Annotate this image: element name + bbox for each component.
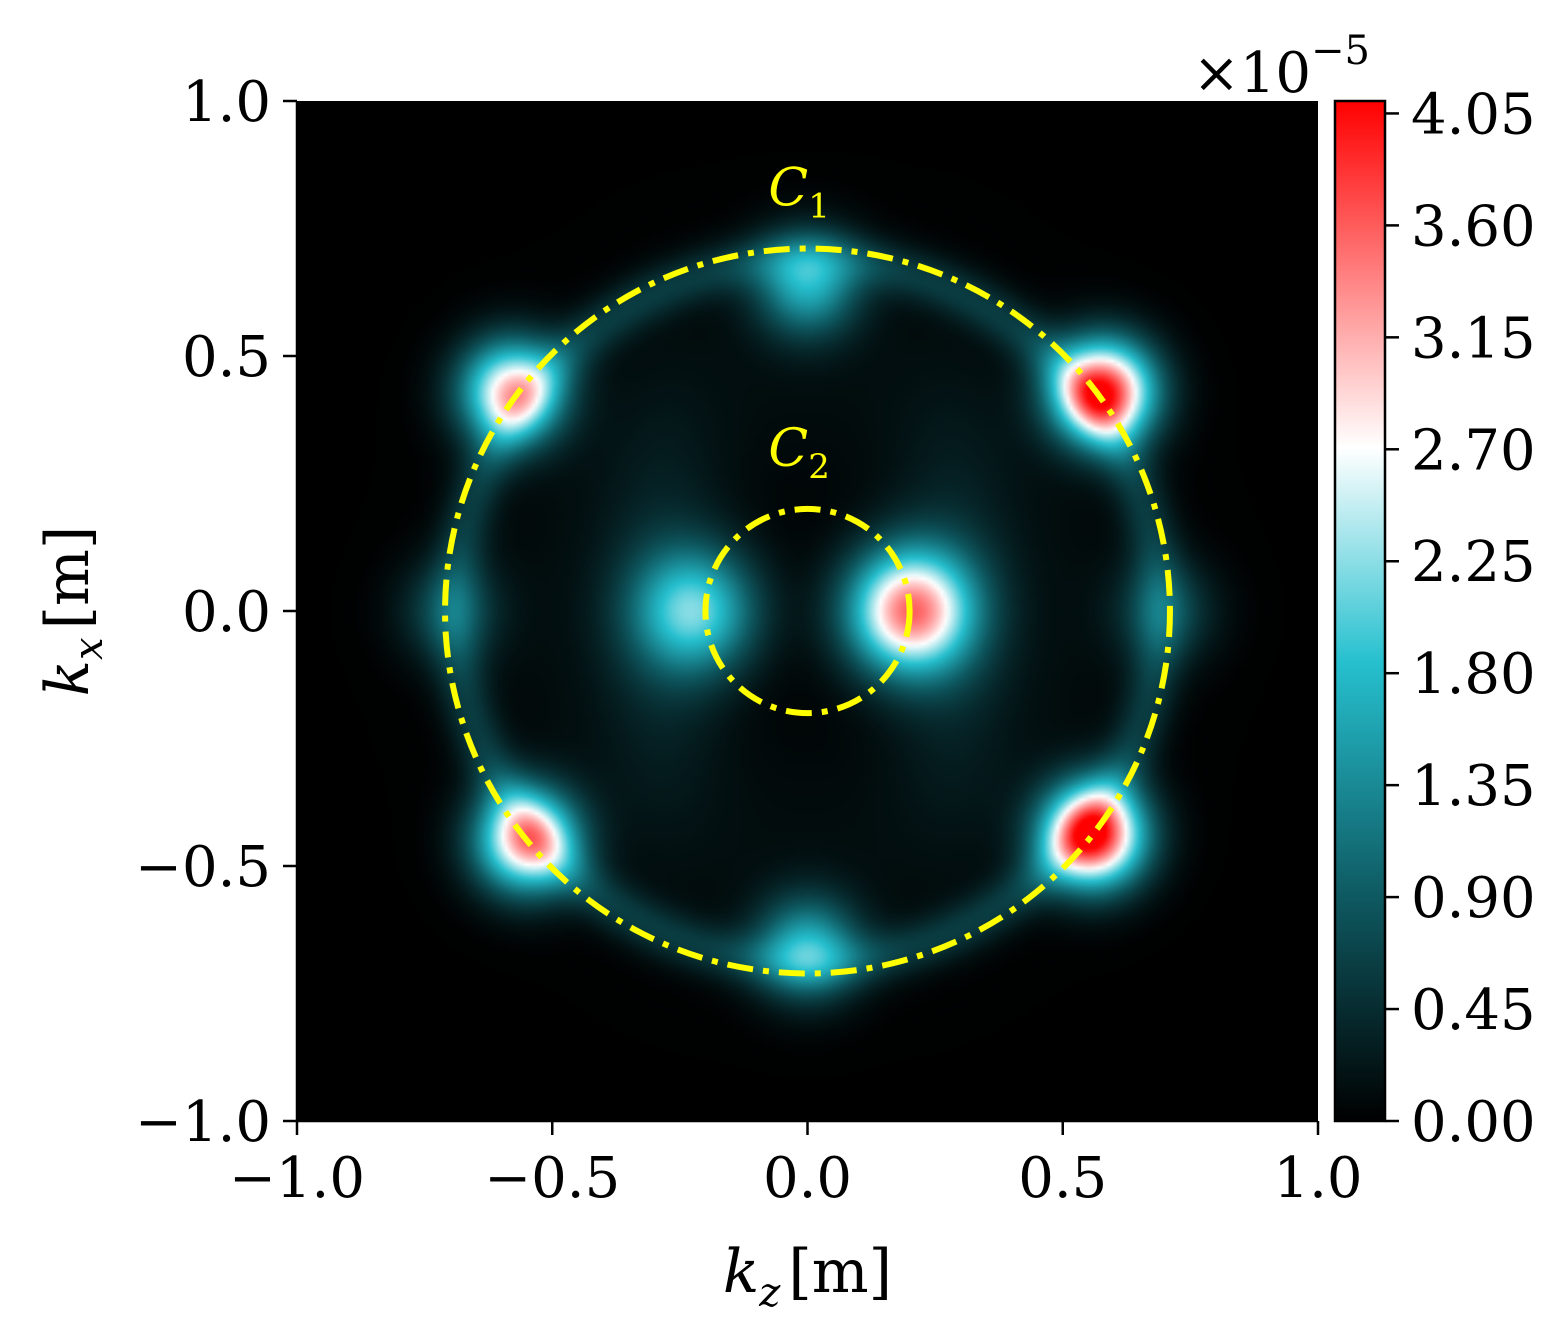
- colorbar-tick-label: 0.90: [1411, 866, 1536, 931]
- x-tick-label: −1.0: [229, 1146, 365, 1211]
- plot-area: C1 C2: [297, 101, 1318, 1121]
- y-tick-label: −0.5: [135, 835, 271, 900]
- circle-c1: [442, 245, 1173, 977]
- colorbar-tick-label: 4.05: [1411, 82, 1536, 147]
- colorbar-tick-label: 3.60: [1411, 194, 1536, 259]
- y-tick-label: −1.0: [135, 1090, 271, 1155]
- x-axis-label: kz [m]: [723, 1237, 892, 1316]
- x-tick-label: 0.0: [763, 1146, 852, 1211]
- circle-label-c1: C1: [768, 159, 829, 227]
- y-tick-label: 1.0: [182, 70, 271, 135]
- colorbar-tick-label: 2.25: [1411, 530, 1536, 595]
- colorbar-multiplier: ×10−5: [1193, 28, 1370, 106]
- colorbar-tick-label: 2.70: [1411, 418, 1536, 483]
- colorbar: [1333, 99, 1387, 1123]
- x-tick-label: 0.5: [1018, 1146, 1107, 1211]
- heatmap-field: [297, 101, 1318, 1121]
- y-axis-label: kx[m]: [33, 526, 112, 697]
- x-tick-label: 1.0: [1273, 1146, 1362, 1211]
- colorbar-tick-label: 1.35: [1411, 754, 1536, 819]
- circle-c2: [702, 505, 913, 717]
- colorbar-tick-label: 0.45: [1411, 978, 1536, 1043]
- y-tick-label: 0.0: [182, 580, 271, 645]
- colorbar-tick-label: 3.15: [1411, 306, 1536, 371]
- y-tick-label: 0.5: [182, 325, 271, 390]
- circle-label-c2: C2: [768, 419, 829, 487]
- x-tick-label: −0.5: [484, 1146, 620, 1211]
- colorbar-tick-label: 0.00: [1411, 1090, 1536, 1155]
- colorbar-tick-label: 1.80: [1411, 642, 1536, 707]
